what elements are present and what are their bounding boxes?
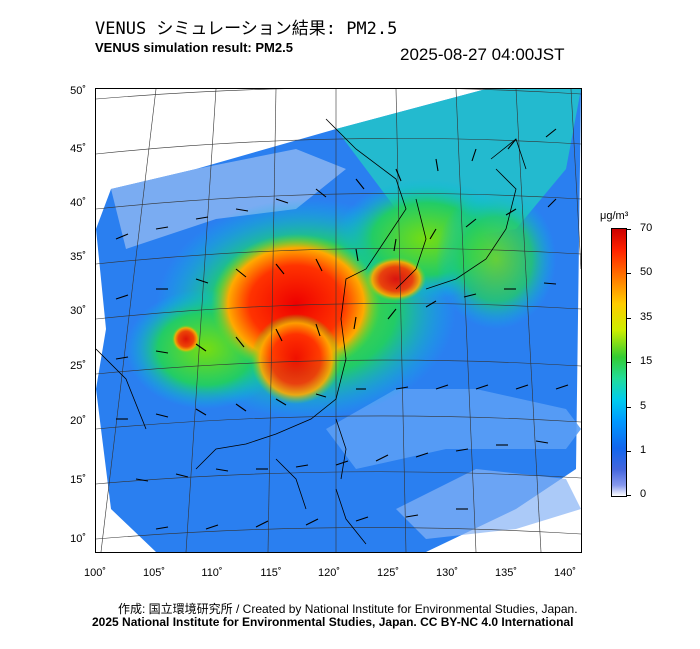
lat-label-45: 45˚ (70, 143, 86, 155)
lon-label-100: 100˚ (83, 567, 107, 579)
lon-label-115: 115˚ (260, 567, 282, 579)
colorbar-tick (626, 451, 631, 452)
colorbar-label-50: 50 (640, 266, 653, 278)
lon-label-105: 105˚ (142, 567, 166, 579)
pm25-map (95, 88, 582, 553)
lat-label-35: 35˚ (70, 251, 86, 263)
colorbar (611, 228, 627, 497)
credit-line: 作成: 国立環境研究所 / Created by National Instit… (118, 602, 578, 616)
colorbar-label-1: 1 (640, 444, 647, 456)
forecast-timestamp: 2025-08-27 04:00JST (400, 45, 565, 64)
lon-label-135: 135˚ (494, 567, 518, 579)
colorbar-tick (626, 318, 631, 319)
lon-label-130: 130˚ (435, 567, 459, 579)
lat-label-15: 15˚ (70, 474, 86, 486)
lat-label-40: 40˚ (70, 197, 86, 209)
pm25-map-canvas (96, 89, 581, 552)
colorbar-tick (626, 407, 631, 408)
colorbar-label-15: 15 (640, 355, 653, 367)
lon-label-110: 110˚ (201, 567, 223, 579)
title-japanese: VENUS シミュレーション結果: PM2.5 (95, 19, 398, 39)
lat-label-50: 50˚ (70, 85, 86, 97)
copyright-line: 2025 National Institute for Environmenta… (92, 615, 574, 629)
wind-vectors (115, 128, 569, 530)
lon-label-140: 140˚ (553, 567, 577, 579)
graticule-lines (96, 89, 581, 552)
colorbar-tick (626, 273, 631, 274)
colorbar-unit: μg/m³ (600, 210, 629, 222)
colorbar-tick (626, 229, 631, 230)
colorbar-label-35: 35 (640, 311, 653, 323)
northwest-pale-area (111, 149, 346, 249)
high-concentration-core (211, 234, 381, 374)
coastlines (96, 118, 527, 545)
ocean-pale-band-2 (396, 469, 581, 539)
colorbar-label-70: 70 (640, 222, 653, 234)
ocean-pale-band (326, 389, 581, 469)
lon-label-120: 120˚ (317, 567, 341, 579)
colorbar-tick (626, 495, 631, 496)
lat-label-20: 20˚ (70, 415, 86, 427)
title-english: VENUS simulation result: PM2.5 (95, 40, 293, 55)
colorbar-label-0: 0 (640, 488, 647, 500)
colorbar-label-5: 5 (640, 400, 647, 412)
lon-label-125: 125˚ (376, 567, 400, 579)
colorbar-tick (626, 362, 631, 363)
lat-label-30: 30˚ (70, 305, 86, 317)
lat-label-25: 25˚ (70, 360, 86, 372)
lat-label-10: 10˚ (70, 533, 86, 545)
